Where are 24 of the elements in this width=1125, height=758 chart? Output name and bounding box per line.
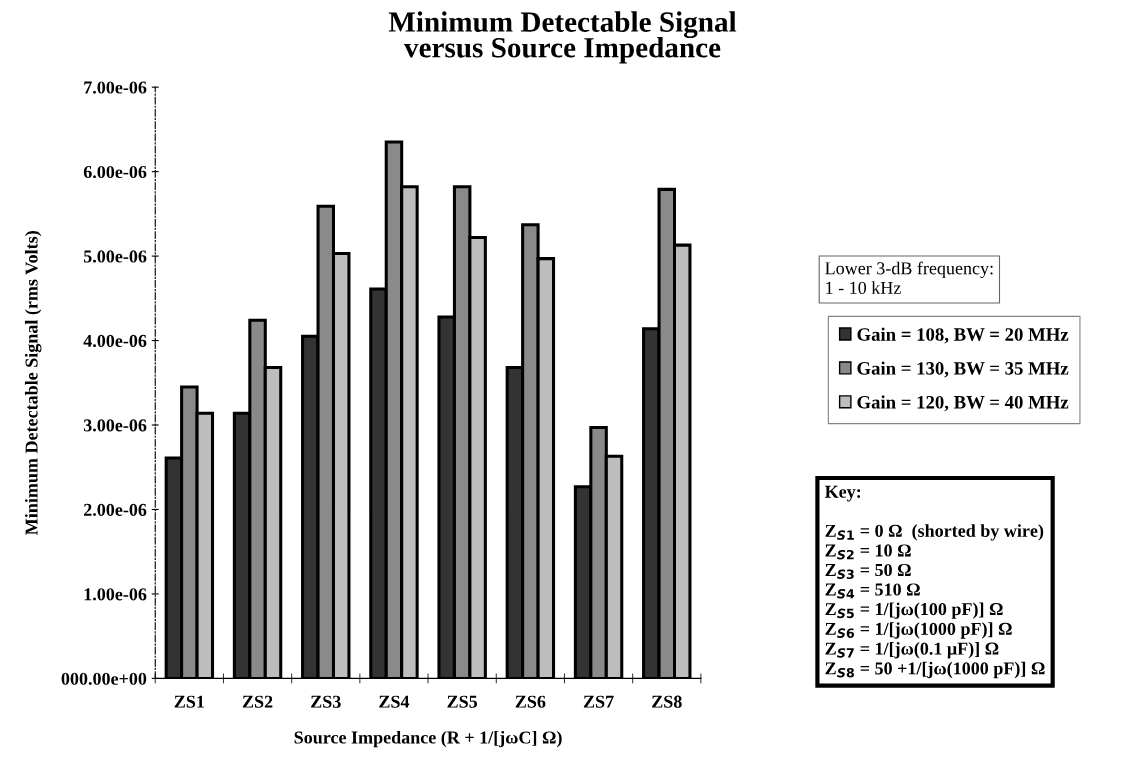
y-tick-label: 1.00e-06 xyxy=(84,588,147,601)
legend-label: Gain = 108, BW = 20 MHz xyxy=(857,327,1069,344)
x-tick-label: ZS1 xyxy=(174,695,204,708)
chart-title: Minimum Detectable Signal versus Source Impedance xyxy=(388,11,737,64)
x-tick-label: ZS8 xyxy=(652,695,682,708)
y-tick-label: 3.00e-06 xyxy=(83,419,147,432)
y-tick-label: 4.00e-06 xyxy=(83,334,147,348)
text: Key: Z$_{S1}$ = 0 Ω (shorted by wire) Z$_{S2}$ = 10 Ω Z$_{S3}$ = 50 Ω Z$_{S4}$ = 510 Ω Z$_{S5}$ = 1/[jω(100 pF)] Ω Z$_{S6}$ = 1/[jω(1000 pF)] Ω Z$_{S7}$ = 1/[jω(0.1 μF)] Ω Z$_{S8}$ = 50 +1/[jω(1000 pF)] Ω xyxy=(824,485,1045,679)
y-axis-title: Minimum Detectable Signal (rms Volts) xyxy=(24,231,42,535)
x-tick-label: ZS4 xyxy=(379,695,410,708)
y-tick-label: 000.00e+00 xyxy=(61,672,147,685)
legend-label: Gain = 120, BW = 40 MHz xyxy=(857,395,1069,412)
y-tick-label: 7.00e-06 xyxy=(84,81,147,94)
x-tick-label: ZS7 xyxy=(583,695,614,708)
y-tick-label: 6.00e-06 xyxy=(83,165,147,179)
y-tick-label: 5.00e-06 xyxy=(83,250,147,263)
y-tick-label: 2.00e-06 xyxy=(84,503,147,517)
x-tick-label: ZS5 xyxy=(447,695,478,708)
x-tick-label: ZS2 xyxy=(242,695,273,708)
legend-label: Gain = 130, BW = 35 MHz xyxy=(857,361,1069,378)
x-tick-label: ZS6 xyxy=(515,695,546,708)
text: Lower 3-dB frequency: 1 - 10 kHz xyxy=(825,261,993,294)
x-tick-label: ZS3 xyxy=(311,695,341,708)
x-axis-title: Source Impedance (R + 1/[jωC] Ω) xyxy=(294,730,562,748)
